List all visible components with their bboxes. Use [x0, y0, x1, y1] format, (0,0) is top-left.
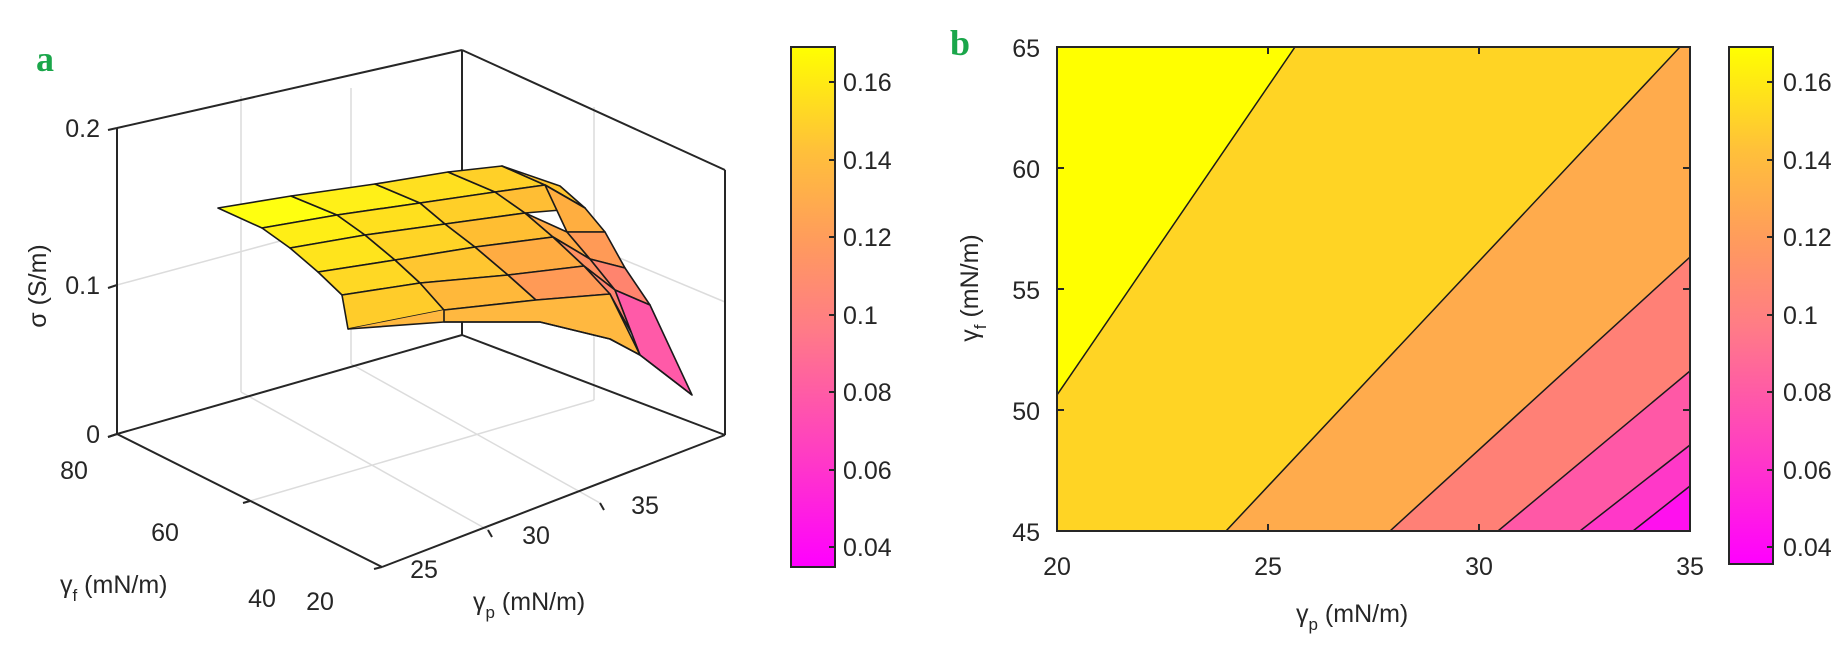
b-x-tick-25: 25 [1254, 553, 1282, 581]
gamma-f-tick-40: 40 [248, 585, 276, 613]
z-tick-0: 0 [86, 421, 100, 449]
panel-label-b: b [950, 23, 970, 63]
cbar-a-tick-0.1: 0.1 [843, 302, 878, 330]
panel-a: a [24, 39, 892, 622]
cbar-a-tick-0.08: 0.08 [843, 379, 892, 407]
contour-lines [1057, 47, 1690, 531]
b-y-tick-65: 65 [1012, 35, 1040, 63]
cbar-a-tick-0.16: 0.16 [843, 69, 892, 97]
z-axis-label: σ (S/m) [24, 244, 52, 327]
cbar-a-tick-0.12: 0.12 [843, 224, 892, 252]
gamma-p-axis-label: γp (mN/m) [473, 588, 585, 622]
cbar-a-tick-0.14: 0.14 [843, 147, 892, 175]
cbar-b-tick-0.08: 0.08 [1783, 379, 1832, 407]
panel-label-a: a [36, 39, 54, 79]
plot-b-ticks [1057, 47, 1690, 531]
gamma-p-tick-35: 35 [631, 492, 659, 520]
surface-mesh [217, 165, 693, 396]
colorbar-a: 0.16 0.14 0.12 0.1 0.08 0.06 0.04 [790, 46, 892, 568]
cbar-b-tick-0.06: 0.06 [1783, 457, 1832, 485]
gamma-p-tick-30: 30 [522, 522, 550, 550]
z-tick-0.2: 0.2 [65, 115, 100, 143]
b-y-tick-55: 55 [1012, 277, 1040, 305]
cbar-b-tick-0.12: 0.12 [1783, 224, 1832, 252]
cbar-b-tick-0.1: 0.1 [1783, 302, 1818, 330]
gamma-p-axis-label-b: γp (mN/m) [1296, 600, 1408, 634]
z-axis: 0.2 0.1 0 σ (S/m) [24, 115, 118, 449]
b-y-tick-50: 50 [1012, 398, 1040, 426]
cbar-b-tick-0.14: 0.14 [1783, 147, 1832, 175]
gamma-f-axis: 80 60 40 γf (mN/m) [60, 433, 383, 613]
gamma-f-tick-80: 80 [60, 457, 88, 485]
cbar-b-tick-0.04: 0.04 [1783, 534, 1832, 562]
b-y-tick-60: 60 [1012, 156, 1040, 184]
contour-fill [1057, 47, 1690, 531]
gamma-p-axis: 20 25 30 35 γp (mN/m) [306, 492, 659, 622]
gamma-f-axis-label-b: γf (mN/m) [956, 234, 990, 341]
gamma-p-tick-25: 25 [410, 556, 438, 584]
cbar-a-tick-0.04: 0.04 [843, 534, 892, 562]
cbar-a-tick-0.06: 0.06 [843, 457, 892, 485]
panel-b: b [950, 23, 1832, 634]
b-x-tick-30: 30 [1465, 553, 1493, 581]
gamma-f-axis-b: 65 60 55 50 45 γf (mN/m) [956, 35, 1040, 547]
gamma-f-tick-60: 60 [151, 519, 179, 547]
cbar-b-tick-0.16: 0.16 [1783, 69, 1832, 97]
colorbar-b: 0.16 0.14 0.12 0.1 0.08 0.06 0.04 [1728, 46, 1832, 565]
z-tick-0.1: 0.1 [65, 272, 100, 300]
gamma-p-axis-b: 20 25 30 35 γp (mN/m) [1043, 553, 1704, 634]
gamma-p-tick-20: 20 [306, 588, 334, 616]
b-x-tick-20: 20 [1043, 553, 1071, 581]
b-x-tick-35: 35 [1676, 553, 1704, 581]
3d-box [116, 49, 726, 568]
gamma-f-axis-label: γf (mN/m) [60, 571, 167, 605]
b-y-tick-45: 45 [1012, 519, 1040, 547]
